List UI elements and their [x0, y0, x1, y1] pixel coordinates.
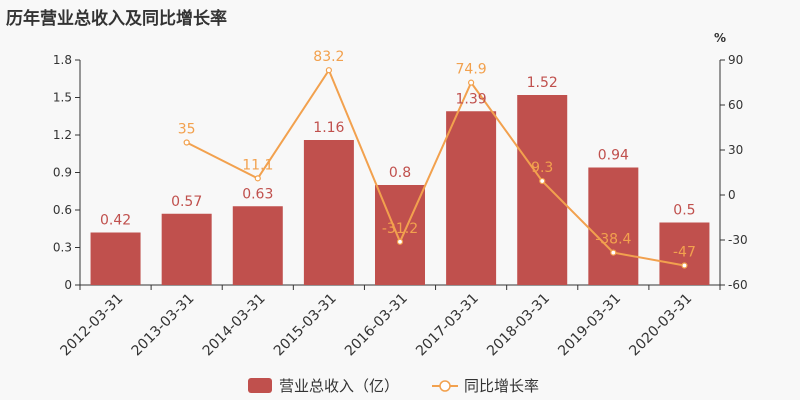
x-tick-label: 2014-03-31 — [200, 291, 269, 360]
bar-value-label: 0.63 — [242, 186, 273, 202]
bar — [303, 140, 354, 285]
y-right-tick-label: 60 — [728, 98, 743, 112]
y-left-tick-label: 0 — [64, 278, 72, 292]
y-left-tick-label: 0.3 — [53, 241, 72, 255]
bar-value-label: 0.94 — [598, 148, 629, 164]
legend-line-label: 同比增长率 — [464, 377, 539, 395]
bar — [161, 213, 212, 285]
y-right-tick-label: 90 — [728, 53, 743, 67]
line-value-label: 74.9 — [456, 62, 487, 78]
bar-value-label: 1.39 — [456, 91, 487, 107]
bar-value-label: 1.52 — [527, 75, 558, 91]
bar — [517, 95, 568, 285]
x-tick-label: 2018-03-31 — [484, 291, 553, 360]
x-tick-label: 2017-03-31 — [413, 291, 482, 360]
bar-value-label: 0.57 — [171, 194, 202, 210]
y-right-unit: % — [714, 31, 726, 45]
line-value-label: 83.2 — [313, 49, 344, 65]
x-tick-label: 2015-03-31 — [271, 291, 340, 360]
line-point — [396, 238, 404, 245]
x-tick-label: 2012-03-31 — [58, 291, 127, 360]
y-right-tick-label: 0 — [728, 188, 736, 202]
chart-title: 历年营业总收入及同比增长率 — [6, 9, 227, 29]
line-value-label: -47 — [673, 245, 696, 261]
line-point — [254, 175, 261, 182]
bar-value-label: 0.5 — [673, 203, 695, 219]
y-left-tick-label: 1.8 — [53, 53, 72, 67]
line-point — [539, 177, 546, 185]
line-series — [183, 67, 688, 269]
bar-value-label: 0.8 — [389, 165, 411, 181]
y-left-tick-label: 0.6 — [53, 203, 72, 217]
growth-line — [186, 68, 685, 267]
y-left-tick-label: 1.2 — [53, 128, 72, 142]
y-right-tick-label: 30 — [728, 143, 743, 157]
legend-bar-label: 营业总收入（亿） — [279, 377, 399, 395]
line-value-label: 11.1 — [242, 157, 273, 173]
line-point — [681, 262, 688, 269]
x-tick-label: 2020-03-31 — [626, 291, 695, 360]
y-left-tick-label: 0.9 — [53, 166, 72, 180]
legend-line-marker — [439, 380, 451, 392]
bar-value-label: 1.16 — [313, 120, 344, 136]
line-point — [610, 249, 617, 256]
data-labels: 0.42 0.57 0.63 1.16 0.8 1.39 1.52 0.94 0.5 35 11.1… — [100, 49, 696, 260]
legend-bar-swatch — [248, 378, 272, 393]
line-value-label: -31.2 — [382, 221, 418, 237]
bar — [659, 222, 710, 285]
x-tick-label: 2019-03-31 — [555, 291, 624, 360]
legend[interactable]: 营业总收入（亿） 同比增长率 — [248, 377, 539, 395]
y-left-tick-label: 1.5 — [53, 91, 72, 105]
line-point — [468, 79, 475, 86]
x-tick-label: 2013-03-31 — [129, 291, 198, 360]
line-value-label: 9.3 — [531, 160, 553, 176]
line-point — [325, 67, 332, 74]
x-tick-label: 2016-03-31 — [342, 291, 411, 360]
bar — [232, 206, 283, 285]
bar-value-label: 0.42 — [100, 213, 131, 229]
line-point — [183, 139, 190, 146]
bar — [446, 111, 497, 285]
y-right-tick-label: -60 — [728, 278, 748, 292]
line-value-label: -38.4 — [595, 232, 631, 248]
y-right-tick-label: -30 — [728, 233, 748, 247]
line-value-label: 35 — [178, 122, 196, 138]
bar — [588, 167, 639, 285]
bar — [90, 232, 141, 285]
